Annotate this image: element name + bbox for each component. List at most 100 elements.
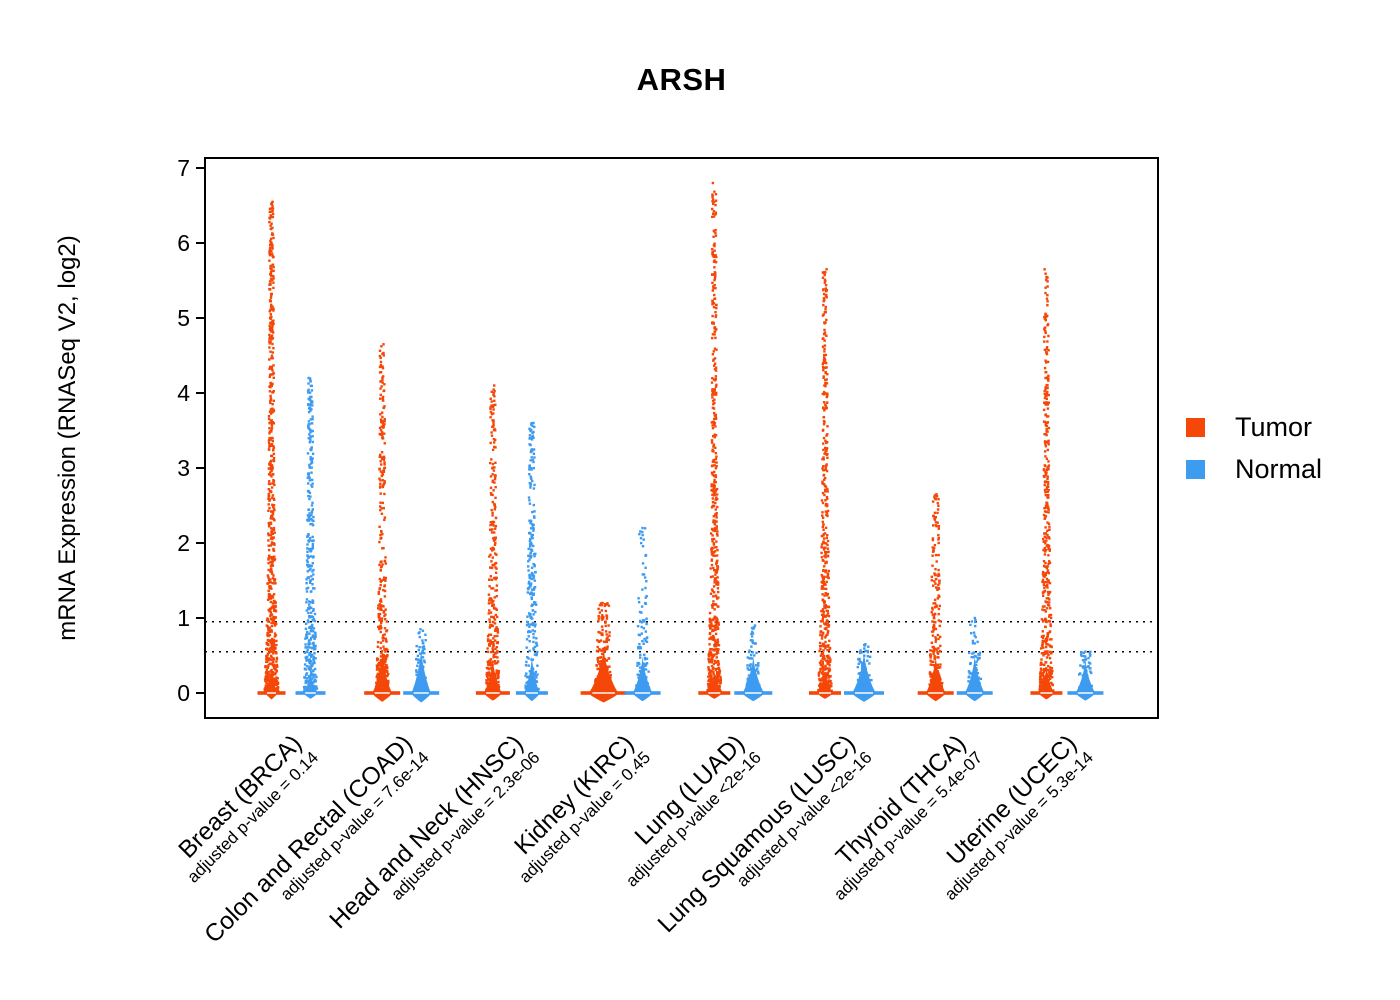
data-point xyxy=(416,654,420,658)
data-point xyxy=(938,582,941,585)
data-point xyxy=(1043,483,1046,487)
data-point xyxy=(384,660,387,664)
data-point xyxy=(707,687,710,690)
data-point xyxy=(267,664,270,667)
data-point xyxy=(976,672,980,675)
data-point xyxy=(423,652,426,655)
data-point xyxy=(529,475,532,478)
data-point xyxy=(825,512,829,515)
data-point xyxy=(492,520,496,524)
data-point xyxy=(272,446,276,449)
data-point xyxy=(310,590,313,593)
data-point xyxy=(381,663,384,667)
data-point xyxy=(306,561,309,564)
data-point xyxy=(376,684,380,687)
data-point xyxy=(492,489,495,492)
data-point xyxy=(535,675,538,678)
data-point xyxy=(825,580,828,584)
data-point xyxy=(307,423,311,426)
data-point xyxy=(379,387,382,390)
data-point xyxy=(267,689,270,693)
data-point xyxy=(535,644,539,647)
data-point xyxy=(386,674,389,677)
data-point xyxy=(273,616,276,620)
data-point xyxy=(824,526,828,529)
data-point xyxy=(826,619,829,623)
data-point xyxy=(307,683,310,686)
data-point xyxy=(381,381,384,384)
data-point xyxy=(378,588,381,591)
data-point xyxy=(272,688,275,691)
data-point xyxy=(1046,534,1049,537)
data-point xyxy=(609,685,612,689)
data-point xyxy=(823,409,826,412)
data-point xyxy=(714,569,717,572)
data-point xyxy=(495,595,498,598)
data-point xyxy=(380,652,383,655)
data-point xyxy=(712,229,716,232)
data-point xyxy=(864,669,867,673)
median-highlight xyxy=(855,692,873,694)
data-point xyxy=(1038,678,1042,681)
data-point xyxy=(309,395,312,399)
data-point xyxy=(533,673,537,676)
data-point xyxy=(607,683,610,686)
data-point xyxy=(272,309,275,312)
data-point xyxy=(271,254,274,258)
data-point xyxy=(751,651,754,654)
data-point xyxy=(1046,635,1049,638)
data-point xyxy=(270,687,274,690)
data-point xyxy=(824,407,827,410)
data-point xyxy=(526,621,529,624)
data-point xyxy=(489,661,492,665)
data-point xyxy=(642,538,645,541)
data-point xyxy=(314,633,317,637)
data-point xyxy=(1045,607,1049,610)
data-point xyxy=(823,602,826,605)
data-point xyxy=(1045,637,1048,640)
data-point xyxy=(494,672,497,675)
data-point xyxy=(821,593,824,596)
data-point xyxy=(936,652,940,655)
data-point xyxy=(977,678,980,682)
data-point xyxy=(382,354,385,357)
data-point xyxy=(272,549,276,552)
data-point xyxy=(1081,659,1085,662)
data-point xyxy=(716,583,720,586)
data-point xyxy=(271,581,274,585)
data-point xyxy=(264,671,268,674)
data-point xyxy=(1043,335,1046,339)
data-point xyxy=(492,680,495,684)
data-point xyxy=(272,643,276,647)
data-point xyxy=(936,663,939,666)
data-point xyxy=(306,689,309,692)
chart-title: ARSH xyxy=(636,62,727,97)
data-point xyxy=(381,479,385,482)
data-point xyxy=(933,494,936,497)
data-point xyxy=(594,689,597,692)
data-point xyxy=(493,618,497,621)
data-point xyxy=(714,261,718,264)
data-point xyxy=(307,658,310,662)
y-tick-label: 1 xyxy=(177,605,190,631)
data-point xyxy=(715,617,718,620)
data-point xyxy=(708,632,712,636)
data-point xyxy=(384,648,387,652)
data-point xyxy=(1045,688,1048,692)
data-point xyxy=(384,637,387,640)
data-point xyxy=(376,641,380,644)
data-point xyxy=(269,564,273,568)
data-point xyxy=(970,678,974,681)
data-point xyxy=(308,652,312,655)
data-point xyxy=(382,458,386,461)
data-point xyxy=(1048,650,1052,654)
data-point xyxy=(1045,428,1048,431)
data-point xyxy=(713,273,716,276)
data-point xyxy=(1039,672,1042,675)
data-point xyxy=(595,649,599,653)
data-point xyxy=(714,377,717,381)
data-point xyxy=(270,356,273,360)
data-point xyxy=(308,665,311,668)
data-point xyxy=(713,347,717,350)
data-point xyxy=(714,508,717,511)
